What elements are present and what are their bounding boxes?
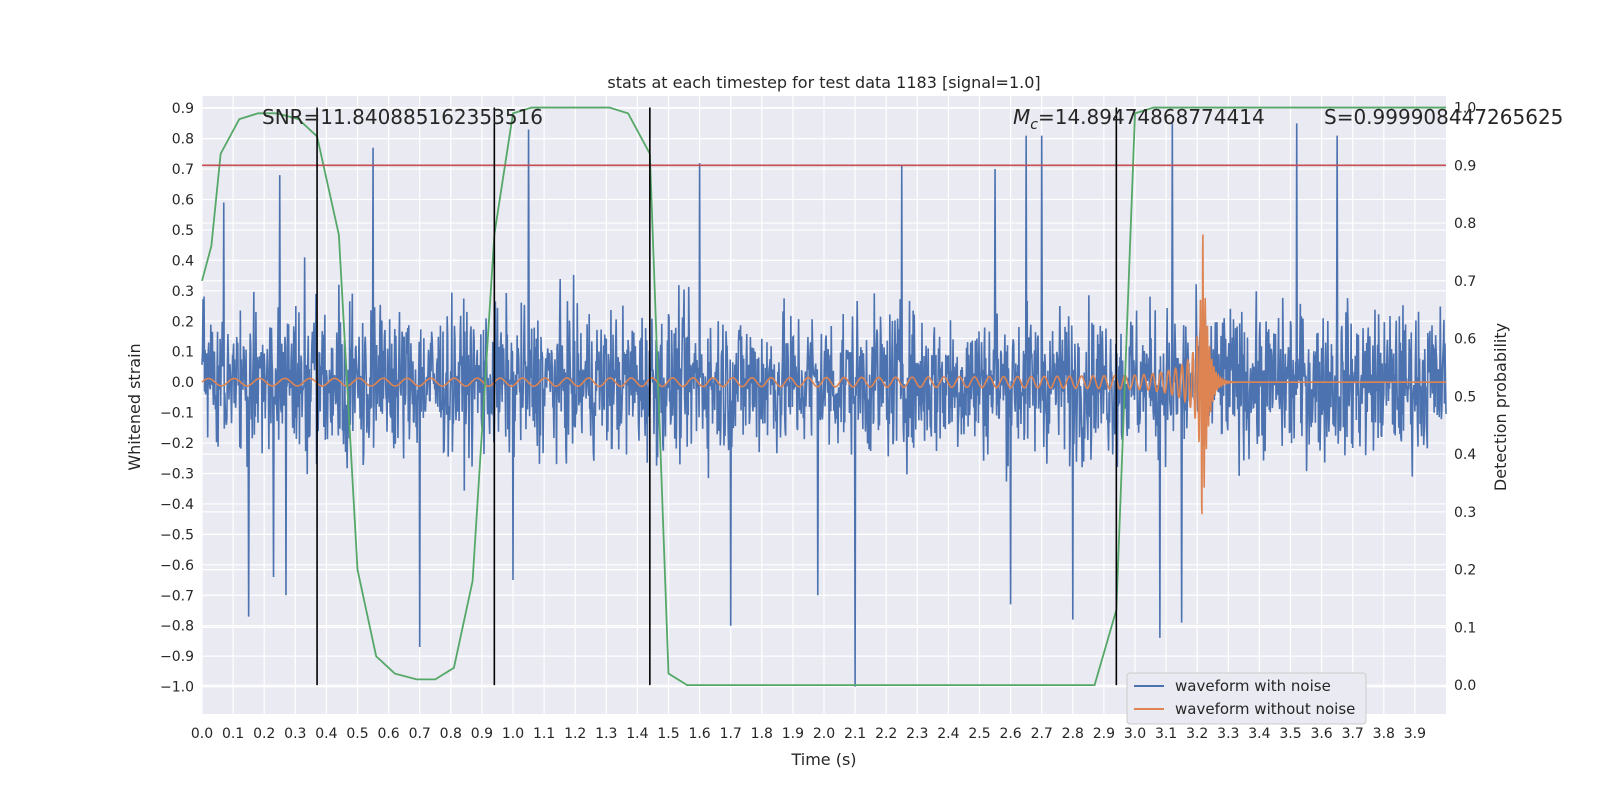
- snr-annotation: SNR=11.840885162353516: [262, 105, 543, 129]
- x-tick-label: 2.3: [906, 726, 928, 742]
- x-tick-label: 2.5: [968, 726, 990, 742]
- y-tick-label: −0.1: [160, 406, 194, 422]
- x-tick-label: 1.3: [595, 726, 617, 742]
- y2-tick-label: 0.6: [1454, 332, 1476, 348]
- x-tick-label: 0.8: [440, 726, 462, 742]
- y-tick-label: −0.8: [160, 619, 194, 635]
- x-tick-label: 2.0: [813, 726, 835, 742]
- x-tick-label: 1.1: [533, 726, 555, 742]
- y-axis-label: Whitened strain: [125, 343, 144, 470]
- y-tick-label: −0.5: [160, 527, 194, 543]
- y2-tick-label: 0.5: [1454, 389, 1476, 405]
- waveform-without-noise: [201, 234, 1446, 515]
- y-tick-label: 0.5: [172, 223, 194, 239]
- probability-line: [201, 106, 1446, 687]
- y-tick-label: 0.1: [172, 345, 194, 361]
- x-tick-label: 2.7: [1031, 726, 1053, 742]
- x-tick-label: 2.8: [1062, 726, 1084, 742]
- s-annotation: S=0.999908447265625: [1324, 105, 1563, 129]
- x-tick-label: 3.9: [1404, 726, 1426, 742]
- x-tick-label: 3.2: [1186, 726, 1208, 742]
- y-tick-label: 0.4: [172, 253, 194, 269]
- y-tick-label: 0.8: [172, 132, 194, 148]
- mc-value: =14.89474868774414: [1038, 105, 1265, 129]
- vertical-markers: [316, 107, 1118, 686]
- mc-symbol: M: [1013, 105, 1030, 129]
- x-tick-label: 2.4: [937, 726, 959, 742]
- y-tick-label: −1.0: [160, 680, 194, 696]
- y-tick-label: 0.6: [172, 193, 194, 209]
- mc-subscript: c: [1030, 117, 1038, 133]
- x-tick-label: 3.4: [1248, 726, 1270, 742]
- x-tick-label: 0.3: [284, 726, 306, 742]
- legend: waveform with noise waveform without noi…: [1126, 672, 1367, 725]
- y2-tick-label: 0.8: [1454, 216, 1476, 232]
- legend-box: [1126, 672, 1367, 725]
- y2-tick-label: 0.2: [1454, 563, 1476, 579]
- x-tick-label: 2.9: [1093, 726, 1115, 742]
- x-tick-label: 0.0: [191, 726, 213, 742]
- y2-tick-label: 0.7: [1454, 274, 1476, 290]
- x-tick-label: 1.6: [688, 726, 710, 742]
- x-tick-label: 3.0: [1124, 726, 1146, 742]
- y-tick-label: −0.2: [160, 436, 194, 452]
- x-tick-label: 0.1: [222, 726, 244, 742]
- chart-title: stats at each timestep for test data 118…: [607, 73, 1040, 92]
- y-tick-label: 0.3: [172, 284, 194, 300]
- y-axis-ticks: 0.9 0.8 0.7 0.6 0.5 0.4 0.3 0.2 0.1 0.0 −0.1 −0.2 −0…: [160, 101, 194, 695]
- y-tick-label: −0.9: [160, 649, 194, 665]
- legend-label-noise: waveform with noise: [1175, 677, 1331, 695]
- x-tick-label: 0.4: [315, 726, 337, 742]
- x-tick-label: 3.8: [1373, 726, 1395, 742]
- x-axis-label: Time (s): [790, 750, 856, 769]
- mc-annotation: Mc=14.89474868774414: [1013, 105, 1265, 133]
- y-tick-label: −0.7: [160, 588, 194, 604]
- x-tick-label: 1.8: [751, 726, 773, 742]
- x-tick-label: 2.1: [844, 726, 866, 742]
- y2-tick-label: 1.0: [1454, 101, 1476, 117]
- x-tick-label: 0.2: [253, 726, 275, 742]
- detection-probability-line: [201, 106, 1446, 687]
- x-tick-label: 0.9: [471, 726, 493, 742]
- x-axis-ticks: 0.0 0.1 0.2 0.3 0.4 0.5 0.6 0.7 0.8 0.9 1.0 1.1 1.2 1…: [191, 726, 1426, 742]
- y2-axis-ticks: 1.0 0.9 0.8 0.7 0.6 0.5 0.4 0.3 0.2 0.1 0.0: [1454, 101, 1476, 695]
- y-tick-label: −0.4: [160, 497, 194, 513]
- x-tick-label: 1.5: [657, 726, 679, 742]
- y2-tick-label: 0.3: [1454, 505, 1476, 521]
- x-tick-label: 3.7: [1342, 726, 1364, 742]
- y2-tick-label: 0.1: [1454, 620, 1476, 636]
- y-tick-label: 0.9: [172, 101, 194, 117]
- y2-tick-label: 0.4: [1454, 447, 1476, 463]
- y2-tick-label: 0.9: [1454, 158, 1476, 174]
- x-tick-label: 0.7: [409, 726, 431, 742]
- x-tick-label: 3.5: [1279, 726, 1301, 742]
- y-tick-label: 0.2: [172, 314, 194, 330]
- x-tick-label: 3.3: [1217, 726, 1239, 742]
- y-tick-label: 0.7: [172, 162, 194, 178]
- x-tick-label: 1.7: [720, 726, 742, 742]
- x-tick-label: 3.1: [1155, 726, 1177, 742]
- y-tick-label: −0.6: [160, 558, 194, 574]
- y-tick-label: −0.3: [160, 466, 194, 482]
- x-tick-label: 1.9: [782, 726, 804, 742]
- x-tick-label: 1.2: [564, 726, 586, 742]
- x-tick-label: 3.6: [1310, 726, 1332, 742]
- y2-axis-label: Detection probability: [1491, 323, 1510, 491]
- legend-label-clean: waveform without noise: [1175, 700, 1355, 718]
- x-tick-label: 2.2: [875, 726, 897, 742]
- x-tick-label: 1.0: [502, 726, 524, 742]
- x-tick-label: 1.4: [626, 726, 648, 742]
- x-tick-label: 2.6: [999, 726, 1021, 742]
- y-tick-label: 0.0: [172, 375, 194, 391]
- x-tick-label: 0.6: [377, 726, 399, 742]
- clean-line: [201, 234, 1446, 515]
- y2-tick-label: 0.0: [1454, 678, 1476, 694]
- x-tick-label: 0.5: [346, 726, 368, 742]
